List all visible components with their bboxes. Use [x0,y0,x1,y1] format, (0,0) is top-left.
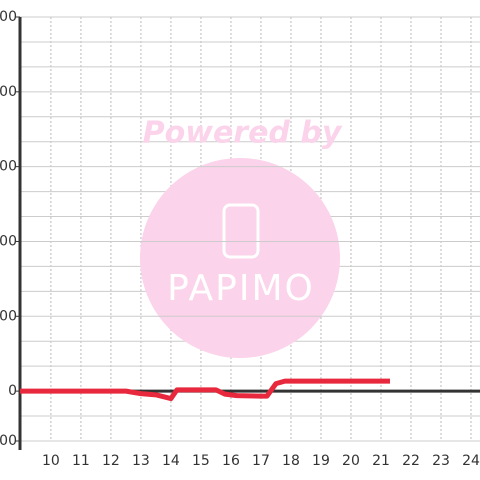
x-tick-label: 16 [222,453,240,469]
y-tick-label: -20,000 [0,433,17,449]
x-tick-label: 15 [192,453,210,469]
x-tick-label: 13 [132,453,150,469]
watermark-icon [222,203,260,259]
x-tick-label: 18 [282,453,300,469]
line [20,378,390,402]
x-tick-label: 19 [312,453,330,469]
y-tick-label: 150,000 [0,9,17,25]
x-tick-label: 21 [372,453,390,469]
x-tick-label: 10 [42,453,60,469]
x-tick-label: 23 [432,453,450,469]
x-tick-label: 17 [252,453,270,469]
x-tick-label: 14 [162,453,180,469]
x-tick-label: 20 [342,453,360,469]
y-tick-label: 60,000 [0,233,17,249]
x-tick-label: 12 [102,453,120,469]
x-tick-label: 11 [72,453,90,469]
x-tick-label: 22 [402,453,420,469]
x-tick-label: 24 [462,453,480,469]
y-tick-label: 0 [8,383,17,399]
watermark-text: Powered by [143,116,343,151]
y-tick-label: 30,000 [0,308,17,324]
y-tick-label: 90,000 [0,159,17,175]
watermark: Powered by PAPIMO [140,116,343,358]
y-tick-label: 120,000 [0,84,17,100]
watermark-logo: PAPIMO [167,268,315,309]
